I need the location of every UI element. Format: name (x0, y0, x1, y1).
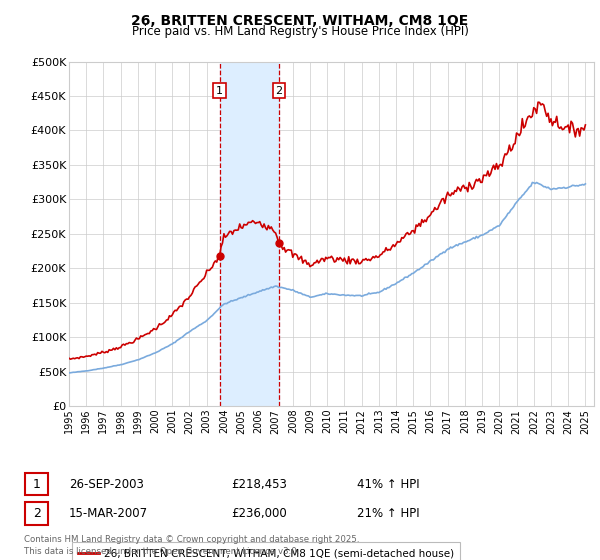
Text: 2: 2 (32, 507, 41, 520)
Text: 1: 1 (32, 478, 41, 491)
Text: Price paid vs. HM Land Registry's House Price Index (HPI): Price paid vs. HM Land Registry's House … (131, 25, 469, 38)
FancyBboxPatch shape (25, 473, 48, 496)
Text: 15-MAR-2007: 15-MAR-2007 (69, 507, 148, 520)
Text: 26-SEP-2003: 26-SEP-2003 (69, 478, 144, 491)
Legend: 26, BRITTEN CRESCENT, WITHAM, CM8 1QE (semi-detached house), HPI: Average price,: 26, BRITTEN CRESCENT, WITHAM, CM8 1QE (s… (71, 542, 460, 560)
Text: 2: 2 (275, 86, 283, 96)
FancyBboxPatch shape (25, 502, 48, 525)
Text: 26, BRITTEN CRESCENT, WITHAM, CM8 1QE: 26, BRITTEN CRESCENT, WITHAM, CM8 1QE (131, 14, 469, 28)
Text: Contains HM Land Registry data © Crown copyright and database right 2025.
This d: Contains HM Land Registry data © Crown c… (24, 535, 359, 556)
Text: 1: 1 (216, 86, 223, 96)
Text: £218,453: £218,453 (231, 478, 287, 491)
Text: 21% ↑ HPI: 21% ↑ HPI (357, 507, 419, 520)
Text: 41% ↑ HPI: 41% ↑ HPI (357, 478, 419, 491)
Bar (220, 62, 279, 406)
Text: £236,000: £236,000 (231, 507, 287, 520)
